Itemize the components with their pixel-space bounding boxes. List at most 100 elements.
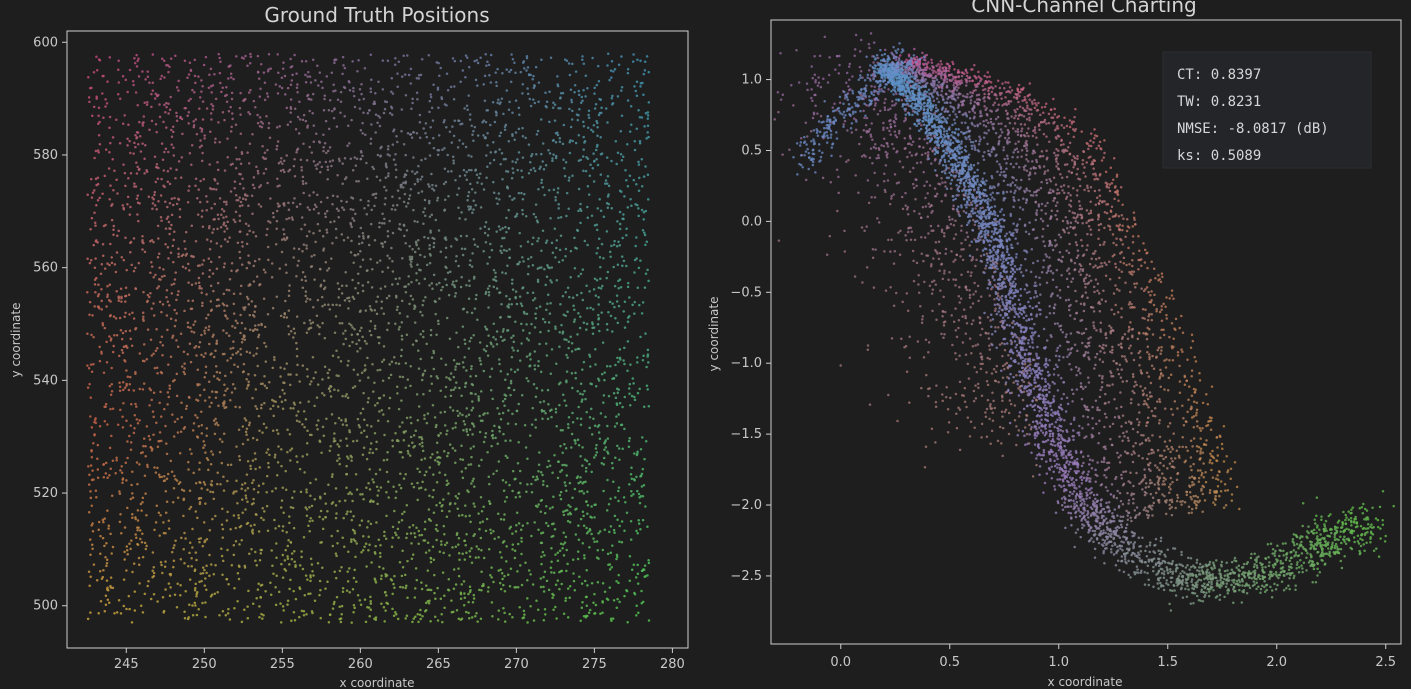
left-scatter-point xyxy=(124,294,127,298)
left-scatter-point xyxy=(579,423,583,426)
left-scatter-point xyxy=(284,469,287,473)
left-scatter-point xyxy=(246,438,250,441)
left-scatter-point xyxy=(487,547,491,551)
left-scatter-point xyxy=(554,325,557,328)
left-scatter-point xyxy=(232,514,236,517)
left-scatter-point xyxy=(543,511,547,515)
left-scatter-point xyxy=(563,541,567,544)
left-scatter-point xyxy=(95,203,98,207)
left-scatter-point xyxy=(554,553,557,556)
left-scatter-point xyxy=(189,97,192,101)
left-scatter-point xyxy=(496,101,499,104)
left-scatter-point xyxy=(322,133,325,136)
left-scatter-point xyxy=(225,215,228,219)
left-scatter-point xyxy=(535,133,539,136)
left-scatter-point xyxy=(626,369,629,373)
left-scatter-point xyxy=(237,564,241,568)
left-scatter-point xyxy=(512,340,516,344)
left-scatter-point xyxy=(432,146,436,150)
left-scatter-point xyxy=(262,422,266,426)
left-scatter-point xyxy=(382,111,386,115)
left-scatter-point xyxy=(489,242,492,246)
left-scatter-point xyxy=(518,295,522,298)
left-scatter-point xyxy=(360,241,364,244)
left-scatter-point xyxy=(444,385,448,389)
left-scatter-point xyxy=(450,599,453,602)
left-scatter-point xyxy=(239,113,242,116)
left-scatter-point xyxy=(102,371,106,375)
left-scatter-point xyxy=(194,586,197,590)
left-scatter-point xyxy=(89,228,92,231)
left-scatter-point xyxy=(378,124,382,128)
left-scatter-point xyxy=(489,388,493,392)
left-scatter-point xyxy=(415,91,419,94)
left-scatter-point xyxy=(594,453,598,457)
left-scatter-point xyxy=(477,399,481,402)
left-scatter-point xyxy=(345,393,348,396)
left-scatter-point xyxy=(457,264,460,268)
left-scatter-point xyxy=(466,311,469,314)
left-scatter-point xyxy=(545,484,549,488)
left-scatter-point xyxy=(586,490,589,494)
left-scatter-point xyxy=(237,577,241,581)
left-scatter-point xyxy=(317,84,320,87)
left-scatter-point xyxy=(360,151,363,154)
left-scatter-point xyxy=(575,228,579,232)
left-scatter-point xyxy=(177,252,180,256)
left-scatter-point xyxy=(547,149,550,152)
left-scatter-point xyxy=(316,383,320,386)
left-scatter-point xyxy=(204,601,207,604)
left-scatter-point xyxy=(259,62,263,66)
left-scatter-point xyxy=(340,612,343,616)
left-scatter-point xyxy=(134,533,137,536)
left-scatter-point xyxy=(634,576,638,579)
left-scatter-point xyxy=(501,226,504,230)
left-scatter-point xyxy=(127,388,131,392)
left-scatter-point xyxy=(386,420,390,423)
left-scatter-point xyxy=(201,209,204,213)
left-scatter-point xyxy=(109,532,112,536)
left-scatter-point xyxy=(375,312,379,316)
left-scatter-point xyxy=(201,601,204,605)
left-scatter-point xyxy=(267,258,270,262)
left-scatter-point xyxy=(593,277,597,281)
left-scatter-point xyxy=(170,292,174,295)
left-scatter-point xyxy=(204,326,208,330)
left-scatter-point xyxy=(247,204,250,208)
left-scatter-point xyxy=(124,184,127,188)
left-scatter-point xyxy=(551,596,554,600)
left-scatter-point xyxy=(182,370,186,374)
left-scatter-point xyxy=(569,505,572,508)
left-scatter-point xyxy=(420,175,424,179)
left-scatter-point xyxy=(239,230,242,233)
left-scatter-point xyxy=(474,191,477,194)
left-scatter-point xyxy=(633,271,636,274)
left-scatter-point xyxy=(346,144,349,147)
left-scatter-point xyxy=(472,477,475,480)
left-scatter-point xyxy=(338,569,342,573)
left-scatter-point xyxy=(511,532,514,535)
left-scatter-point xyxy=(372,481,375,484)
left-scatter-point xyxy=(482,582,485,586)
left-scatter-point xyxy=(455,279,458,283)
left-scatter-point xyxy=(420,437,424,441)
left-scatter-point xyxy=(257,414,261,418)
left-scatter-point xyxy=(161,158,165,162)
left-scatter-point xyxy=(479,536,483,540)
left-scatter-point xyxy=(180,365,184,368)
left-scatter-point xyxy=(110,256,113,259)
left-scatter-point xyxy=(312,124,316,127)
left-scatter-point xyxy=(245,427,249,431)
left-scatter-point xyxy=(529,161,532,164)
left-scatter-point xyxy=(139,604,143,608)
left-scatter-point xyxy=(525,55,529,58)
left-scatter-point xyxy=(509,381,513,385)
left-scatter-point xyxy=(326,269,329,272)
left-scatter-point xyxy=(102,520,105,524)
left-scatter-point xyxy=(369,137,373,140)
left-scatter-point xyxy=(212,374,216,378)
left-scatter-point xyxy=(495,114,498,117)
left-scatter-point xyxy=(300,59,304,63)
left-scatter-point xyxy=(371,478,374,481)
left-scatter-point xyxy=(439,411,442,414)
